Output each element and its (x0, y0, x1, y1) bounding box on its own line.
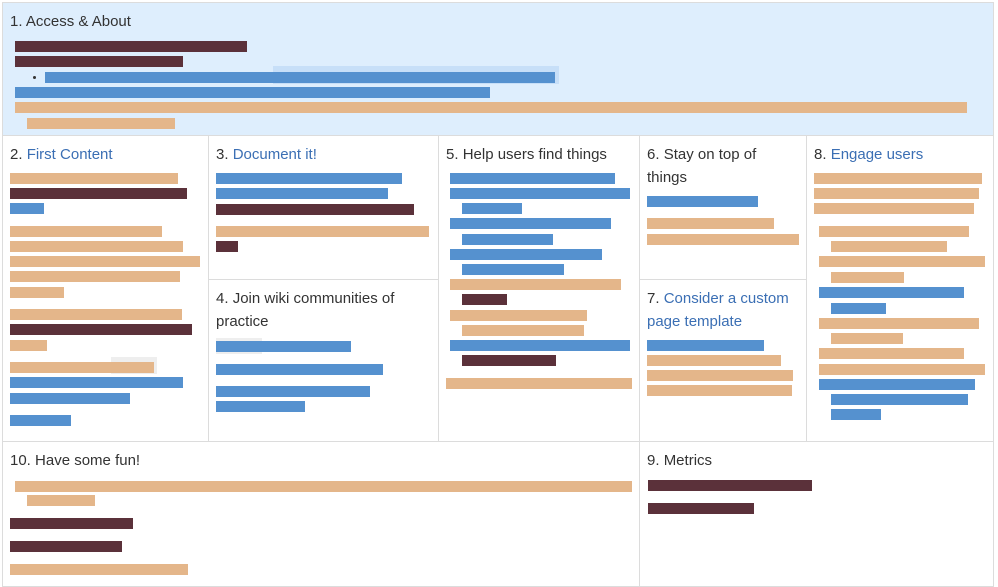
section-have-fun: 10. Have some fun! (2, 441, 640, 587)
redacted-text (647, 385, 792, 396)
redacted-link[interactable] (462, 264, 564, 275)
redacted-text (647, 234, 799, 245)
redacted-link[interactable] (10, 393, 130, 404)
redacted-link[interactable] (648, 480, 812, 491)
section-title: 1. Access & About (10, 13, 131, 30)
redacted-link[interactable] (15, 56, 183, 67)
redacted-link[interactable] (450, 188, 630, 199)
redacted-text (647, 370, 793, 381)
section-title: 10. Have some fun! (10, 452, 141, 469)
redacted-link[interactable] (216, 364, 383, 375)
redacted-link[interactable] (15, 41, 247, 52)
redacted-text (446, 378, 632, 389)
section-title: 7. Consider a custom page template (647, 290, 789, 330)
redacted-text (814, 173, 982, 184)
redacted-link[interactable] (819, 379, 975, 390)
redacted-link[interactable] (216, 188, 388, 199)
redacted-text (10, 362, 154, 373)
redacted-text (462, 325, 584, 336)
redacted-link[interactable] (647, 196, 758, 207)
redacted-text (819, 348, 964, 359)
redacted-link[interactable] (819, 287, 964, 298)
redacted-link[interactable] (462, 203, 522, 214)
section-join-wiki: 4. Join wiki communities of practice (208, 279, 439, 442)
redacted-link[interactable] (10, 324, 192, 335)
redacted-text (10, 287, 64, 298)
section-engage-users: 8. Engage users (806, 135, 994, 442)
redacted-link[interactable] (216, 341, 351, 352)
redacted-text (450, 310, 587, 321)
redacted-link[interactable] (462, 294, 507, 305)
redacted-link[interactable] (450, 218, 611, 229)
redacted-link[interactable] (45, 72, 555, 83)
redacted-text (814, 203, 974, 214)
redacted-text (27, 495, 95, 506)
section-stay-on-top: 6. Stay on top of things (639, 135, 807, 280)
redacted-link[interactable] (216, 401, 305, 412)
redacted-link[interactable] (216, 204, 414, 215)
redacted-text (819, 256, 985, 267)
redacted-text (647, 355, 781, 366)
redacted-text (819, 364, 985, 375)
section-document-it: 3. Document it! (208, 135, 439, 280)
redacted-text (819, 226, 969, 237)
redacted-link[interactable] (450, 249, 602, 260)
redacted-text (647, 218, 774, 229)
section-title: 6. Stay on top of things (647, 146, 757, 186)
redacted-text (814, 188, 979, 199)
redacted-text (10, 256, 200, 267)
section-help-users: 5. Help users find things (438, 135, 640, 442)
redacted-link[interactable] (450, 340, 630, 351)
redacted-text (450, 279, 621, 290)
redacted-text (819, 318, 979, 329)
redacted-text (10, 564, 188, 575)
redacted-link[interactable] (10, 518, 133, 529)
redacted-text (216, 226, 429, 237)
redacted-text (10, 241, 183, 252)
redacted-text (15, 481, 632, 492)
redacted-link[interactable] (216, 386, 370, 397)
section-first-content: 2. First Content (2, 135, 209, 442)
redacted-link[interactable] (648, 503, 754, 514)
section-custom-template: 7. Consider a custom page template (639, 279, 807, 442)
redacted-link[interactable] (462, 234, 553, 245)
engage-users-link[interactable]: Engage users (830, 146, 924, 163)
redacted-text (10, 173, 178, 184)
section-title: 3. Document it! (216, 146, 317, 163)
first-content-link[interactable]: First Content (26, 146, 113, 163)
section-title: 9. Metrics (647, 452, 713, 469)
redacted-link[interactable] (647, 340, 764, 351)
redacted-link[interactable] (831, 409, 881, 420)
section-access-about: 1. Access & About (2, 2, 994, 136)
section-metrics: 9. Metrics (639, 441, 994, 587)
redacted-text (27, 118, 175, 129)
redacted-link[interactable] (831, 394, 968, 405)
redacted-link[interactable] (10, 377, 183, 388)
redacted-text (10, 309, 182, 320)
redacted-link[interactable] (216, 173, 402, 184)
redacted-link[interactable] (831, 303, 886, 314)
section-title: 8. Engage users (814, 146, 924, 163)
redacted-link[interactable] (462, 355, 556, 366)
redacted-text (15, 102, 967, 113)
redacted-text (10, 226, 162, 237)
redacted-text (831, 333, 903, 344)
list-bullet (33, 76, 36, 79)
section-title: 2. First Content (10, 146, 113, 163)
redacted-link[interactable] (10, 541, 122, 552)
redacted-text (10, 271, 180, 282)
document-it-link[interactable]: Document it! (232, 146, 317, 163)
section-title: 5. Help users find things (446, 146, 607, 163)
custom-template-link[interactable]: Consider a custom page template (647, 290, 789, 330)
redacted-link[interactable] (10, 188, 187, 199)
redacted-link[interactable] (450, 173, 615, 184)
redacted-link[interactable] (10, 415, 71, 426)
redacted-text (831, 241, 947, 252)
redacted-text (831, 272, 904, 283)
section-title: 4. Join wiki communities of practice (216, 290, 395, 330)
redacted-link[interactable] (216, 241, 238, 252)
redacted-text (10, 340, 47, 351)
redacted-link[interactable] (10, 203, 44, 214)
redacted-link[interactable] (15, 87, 490, 98)
